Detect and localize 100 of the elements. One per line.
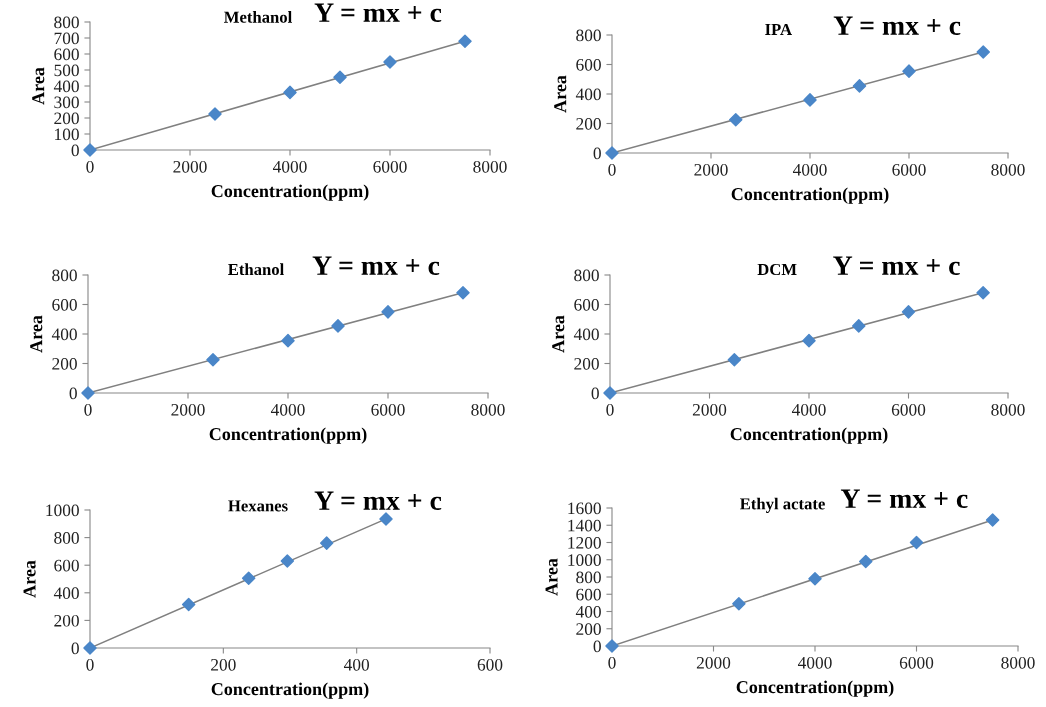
x-tick-label: 4000 <box>272 160 307 173</box>
y-tick-label: 600 <box>54 559 79 572</box>
x-axis-title: Concentration(ppm) <box>731 187 889 204</box>
point <box>976 285 990 300</box>
chart-title: Ethyl actate <box>739 497 825 513</box>
y-tick-label: 0 <box>71 642 79 655</box>
point <box>208 107 222 121</box>
point <box>83 143 97 157</box>
y-tick-label: 600 <box>54 48 79 61</box>
x-tick-label: 200 <box>211 658 236 671</box>
x-tick-label: 4000 <box>792 163 827 176</box>
x-axis-title: Concentration(ppm) <box>730 427 888 444</box>
point <box>852 79 867 93</box>
x-tick-label: 6000 <box>892 163 926 176</box>
chart-title: Methanol <box>224 11 292 23</box>
x-tick-label: 2000 <box>692 403 727 416</box>
text: Y = mx + c <box>833 256 960 275</box>
point <box>985 513 1000 527</box>
x-tick-label: 8000 <box>991 403 1025 416</box>
point <box>732 596 746 611</box>
chart-title: DCM <box>757 263 797 276</box>
point <box>727 353 742 367</box>
x-tick-label: 6000 <box>891 403 926 416</box>
y-tick-label: 0 <box>591 387 599 400</box>
text: Y = mx + c <box>314 491 442 510</box>
y-axis-title: Area <box>23 560 36 598</box>
y-tick-label: 1200 <box>568 536 601 549</box>
x-tick-label: 4000 <box>791 403 826 416</box>
y-tick-label: 800 <box>576 571 601 584</box>
point <box>852 319 866 333</box>
point <box>808 571 822 586</box>
x-axis-title: Concentration(ppm) <box>736 680 894 697</box>
point <box>729 113 743 127</box>
x-tick-label: 2000 <box>171 403 205 416</box>
y-axis-title: Area <box>32 67 45 105</box>
x-tick-label: 0 <box>606 403 614 416</box>
point <box>319 536 334 550</box>
text: Y = mx + c <box>840 489 968 508</box>
x-tick-label: 4000 <box>270 403 305 416</box>
point <box>83 641 97 655</box>
x-tick-label: 8000 <box>471 403 505 416</box>
x-tick-label: 2000 <box>173 160 207 173</box>
point <box>803 93 817 107</box>
point <box>333 70 347 84</box>
point <box>901 305 916 319</box>
point <box>331 319 345 333</box>
point <box>280 554 295 568</box>
y-tick-label: 0 <box>69 387 77 400</box>
y-tick-label: 1000 <box>568 554 601 566</box>
point <box>802 333 816 348</box>
chart-title: Hexanes <box>228 500 288 512</box>
point <box>241 571 256 586</box>
y-tick-label: 200 <box>54 112 79 125</box>
x-tick-label: 8000 <box>991 163 1025 176</box>
text: Y = mx + c <box>312 256 440 275</box>
point <box>206 353 220 367</box>
y-tick-label: 300 <box>54 96 79 109</box>
y-tick-label: 800 <box>574 269 599 282</box>
y-tick-label: 1000 <box>46 504 79 517</box>
x-axis-title: Concentration(ppm) <box>211 184 369 201</box>
text: Y = mx + c <box>314 3 442 22</box>
y-tick-label: 200 <box>54 614 79 627</box>
x-tick-label: 2000 <box>694 163 728 176</box>
x-tick-label: 2000 <box>696 656 731 669</box>
y-tick-label: 400 <box>53 587 79 599</box>
y-tick-label: 800 <box>54 532 79 544</box>
y-tick-label: 800 <box>54 16 79 29</box>
y-tick-label: 800 <box>576 29 601 42</box>
y-tick-label: 400 <box>51 328 77 341</box>
y-tick-label: 600 <box>576 588 601 601</box>
point <box>605 146 619 160</box>
x-axis-title: Concentration(ppm) <box>211 682 369 699</box>
point <box>603 386 617 400</box>
y-tick-label: 1400 <box>568 519 601 532</box>
y-tick-label: 400 <box>573 328 599 341</box>
x-tick-label: 6000 <box>371 403 405 416</box>
x-tick-label: 0 <box>84 403 92 416</box>
x-tick-label: 0 <box>86 160 94 173</box>
point <box>379 512 393 526</box>
point <box>902 64 916 78</box>
x-tick-label: 0 <box>608 656 616 669</box>
y-tick-label: 400 <box>53 80 79 93</box>
point <box>81 386 95 400</box>
point <box>605 639 619 653</box>
x-tick-label: 400 <box>343 658 370 671</box>
y-tick-label: 1600 <box>568 502 601 515</box>
point <box>281 333 295 348</box>
y-tick-label: 800 <box>52 269 77 282</box>
y-tick-label: 0 <box>593 640 601 653</box>
y-tick-label: 600 <box>574 298 599 311</box>
y-tick-label: 200 <box>576 623 601 635</box>
point <box>381 305 395 319</box>
y-tick-label: 700 <box>54 32 79 45</box>
y-axis-title: Area <box>554 75 567 113</box>
y-axis-title: Area <box>545 558 558 596</box>
x-tick-label: 8000 <box>1001 656 1035 669</box>
point <box>976 45 990 59</box>
y-axis-title: Area <box>552 315 565 353</box>
y-tick-label: 200 <box>574 357 599 370</box>
point <box>383 55 397 69</box>
